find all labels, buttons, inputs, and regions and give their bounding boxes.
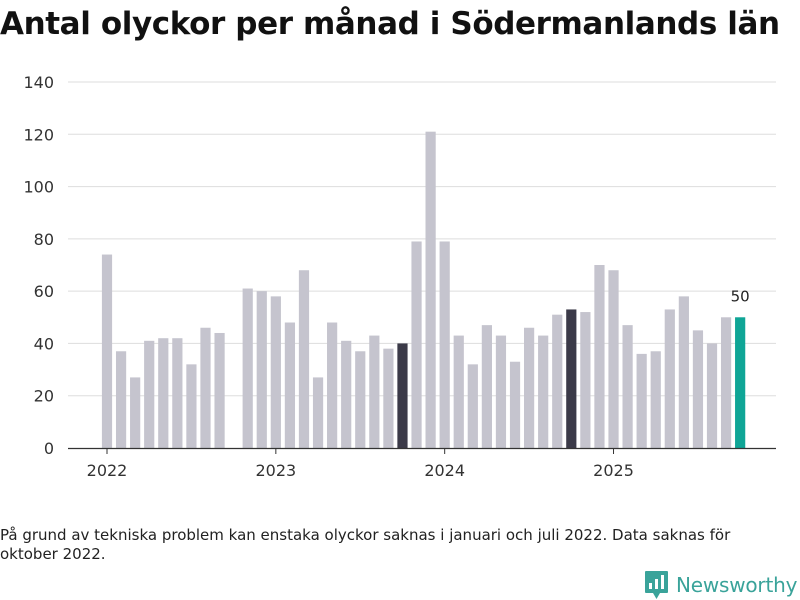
data-label: 50 (731, 287, 750, 305)
newsworthy-logo-icon (645, 571, 668, 599)
bar-2023-10 (397, 343, 408, 448)
bar-2023-05 (327, 322, 338, 448)
bar-2022-08 (200, 327, 211, 448)
y-tick-label: 60 (34, 282, 54, 301)
y-tick-label: 100 (23, 178, 54, 197)
chart-title: Antal olyckor per månad i Södermanlands … (0, 6, 780, 42)
bar-chart: 0 20 40 60 80 100 120 140 2022 2023 2024 2025 50 (23, 73, 776, 480)
bar-2024-07 (524, 327, 535, 448)
bar-2024-01 (439, 241, 450, 448)
bar-2023-08 (369, 335, 380, 448)
bar-2022-01 (101, 254, 113, 448)
bar-2025-09 (720, 317, 732, 448)
bar-2025-04 (650, 351, 661, 448)
x-tick-label: 2025 (593, 461, 634, 480)
bar-2025-07 (692, 330, 704, 448)
bar-2023-01 (270, 296, 281, 448)
bar-2023-12 (425, 131, 436, 448)
bar-2024-05 (495, 335, 507, 448)
y-tick-label: 140 (23, 73, 54, 92)
bar-2023-02 (284, 322, 296, 448)
x-tick-label: 2024 (424, 461, 465, 480)
bar-2022-05 (158, 338, 169, 448)
bar-2025-10 (735, 317, 746, 448)
bar-2022-07 (186, 364, 197, 448)
bar-2025-03 (636, 353, 647, 448)
bar-2023-06 (341, 340, 352, 448)
y-tick-label: 40 (34, 334, 54, 353)
bar-2024-12 (594, 265, 605, 448)
brand-logo[interactable]: Newsworthy (644, 569, 797, 600)
bar-2024-09 (552, 314, 563, 448)
bar-2025-06 (678, 296, 689, 448)
bar-2022-11 (242, 288, 253, 448)
bar-2025-08 (706, 343, 718, 448)
bar-2023-07 (355, 351, 366, 448)
bar-2022-12 (256, 291, 267, 448)
bar-2024-02 (453, 335, 464, 448)
bar-2024-04 (481, 325, 492, 448)
y-tick-label: 80 (34, 230, 54, 249)
bar-2025-05 (664, 309, 675, 448)
bar-2023-03 (298, 270, 310, 448)
bar-2024-10 (566, 309, 577, 448)
brand-name: Newsworthy (676, 573, 798, 597)
bar-2022-02 (115, 351, 127, 448)
bar-2025-01 (608, 270, 619, 448)
bar-2024-06 (509, 361, 521, 448)
bar-2022-09 (214, 332, 225, 448)
bar-2025-02 (622, 325, 633, 448)
y-tick-label: 20 (34, 387, 54, 406)
bar-2022-04 (144, 340, 155, 448)
bar-2023-11 (411, 241, 422, 448)
x-tick-label: 2022 (87, 461, 128, 480)
y-tick-label: 0 (44, 439, 54, 458)
bar-2022-03 (130, 377, 141, 448)
bar-2023-09 (383, 348, 394, 448)
bar-2024-03 (467, 364, 478, 448)
bar-2024-08 (538, 335, 549, 448)
y-tick-label: 120 (23, 125, 54, 144)
bar-2023-04 (312, 377, 324, 448)
x-tick-label: 2023 (255, 461, 296, 480)
bar-2024-11 (580, 312, 591, 448)
footnote: På grund av tekniska problem kan enstaka… (0, 526, 731, 563)
bar-2022-06 (172, 338, 183, 448)
